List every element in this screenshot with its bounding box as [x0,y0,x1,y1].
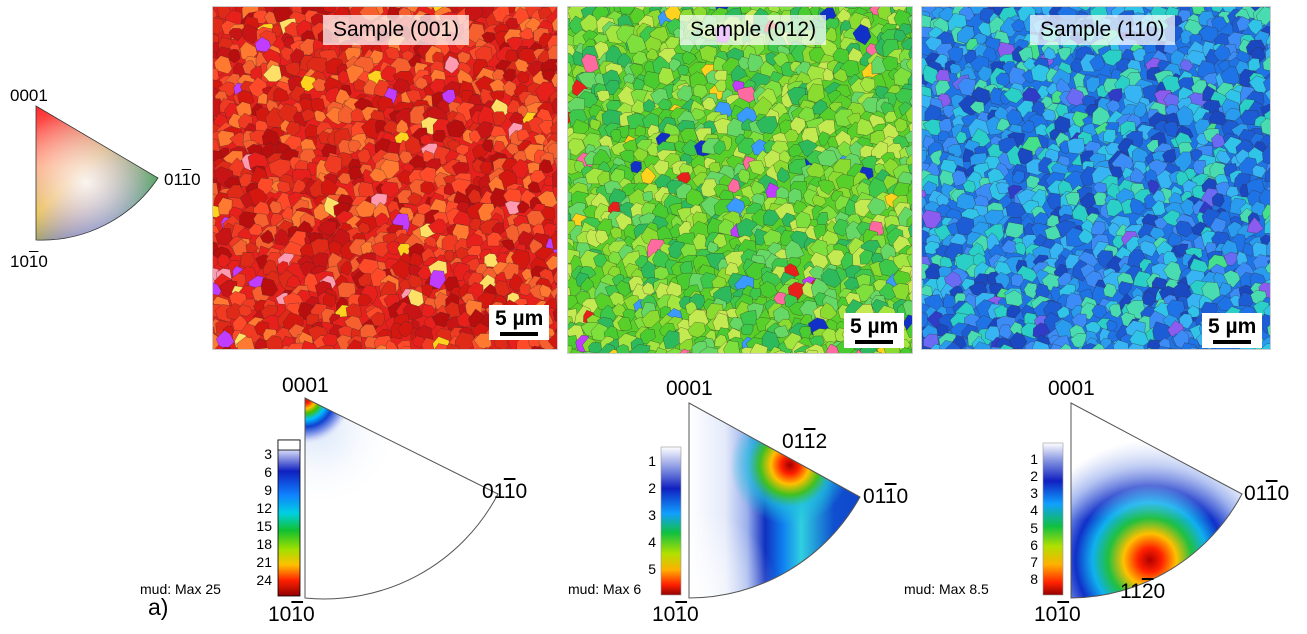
sample-label: Sample (001) [323,15,469,45]
scale-bar-label: 5 µm [495,307,543,331]
colorbar-tick-label: 1 [1008,451,1038,467]
pf3-annotation: 1120 [1120,580,1165,604]
colorbar-tick-label: 6 [242,464,272,480]
ipf-key-right-label: 0110 [164,170,201,190]
scale-bar-line [855,340,893,344]
scale-bar: 5 µm [489,305,549,340]
scale-bar: 5 µm [844,313,904,348]
colorbar-tick-label: 21 [242,554,272,570]
colorbar-tick-label: 8 [1008,571,1038,587]
colorbar-tick-label: 4 [626,534,656,550]
scale-bar-line [500,332,538,336]
panel-label: a) [148,594,168,621]
pf1-right-label: 0110 [482,480,527,504]
colorbar-tick-label: 15 [242,518,272,534]
scale-bar: 5 µm [1202,313,1262,348]
scale-bar-label: 5 µm [1208,315,1256,339]
ebsd-map-001: Sample (001) 5 µm [212,6,558,350]
grain-map-graphic [568,7,912,353]
sample-label: Sample (012) [680,15,826,45]
pf2-bottom-label: 1010 [652,603,699,627]
pf3-right-label: 0110 [1244,482,1289,506]
grain-map-graphic [922,7,1270,349]
sample-label: Sample (110) [1030,15,1175,45]
pf1-bottom-label: 1010 [268,603,315,627]
grain-map-graphic [213,7,557,349]
colorbar-tick-label: 9 [242,482,272,498]
pf2-mud-max: mud: Max 6 [568,581,641,597]
pf2-right-label: 0110 [863,485,908,509]
colorbar-tick-label: 3 [1008,485,1038,501]
colorbar-tick-label: 5 [626,561,656,577]
colorbar-tick-label: 5 [1008,520,1038,536]
pf3-top-label: 0001 [1048,377,1095,401]
pf3-mud-max: mud: Max 8.5 [904,581,989,597]
scale-bar-line [1213,340,1251,344]
pf3-bottom-label: 1010 [1034,603,1081,627]
pf2-top-label: 0001 [666,377,713,401]
colorbar-tick-label: 1 [626,453,656,469]
ebsd-map-012: Sample (012) 5 µm [567,6,913,354]
ipf-key-top-label: 0001 [10,86,48,106]
colorbar-tick-label: 24 [242,572,272,588]
ipf-key-bottom-label: 1010 [10,252,48,272]
ebsd-map-110: Sample (110) 5 µm [921,6,1271,350]
colorbar-tick-label: 3 [626,507,656,523]
scale-bar-label: 5 µm [850,315,898,339]
pf1-top-label: 0001 [282,374,329,398]
colorbar-tick-label: 4 [1008,502,1038,518]
colorbar-tick-label: 2 [626,480,656,496]
colorbar-tick-label: 6 [1008,537,1038,553]
pf2-annotation: 0112 [782,430,827,454]
colorbar-tick-label: 2 [1008,468,1038,484]
colorbar-tick-label: 3 [242,446,272,462]
colorbar-tick-label: 12 [242,500,272,516]
colorbar-tick-label: 18 [242,536,272,552]
colorbar-tick-label: 7 [1008,554,1038,570]
